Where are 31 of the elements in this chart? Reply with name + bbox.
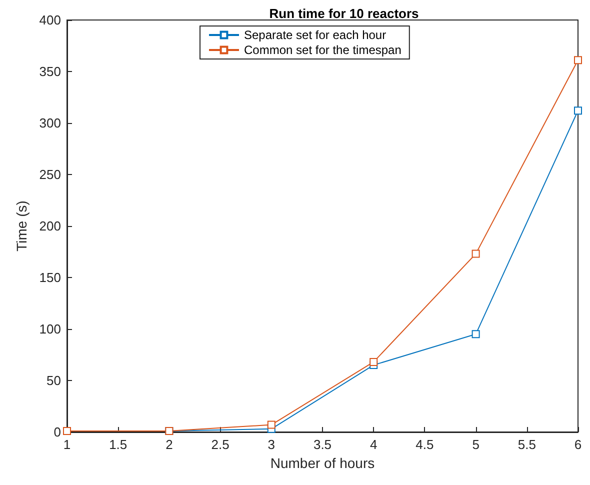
x-tick-label: 1.5 (109, 437, 128, 452)
x-tick-label: 3.5 (313, 437, 332, 452)
x-axis-title: Number of hours (270, 454, 375, 471)
y-tick-label: 100 (39, 322, 61, 336)
x-tick-label: 5.5 (518, 437, 536, 452)
point (370, 358, 378, 366)
y-tick-label: 350 (39, 64, 61, 79)
x-tick-label: 5 (472, 437, 480, 452)
point (472, 330, 480, 338)
x-tick-label: 2 (166, 437, 173, 452)
y-tick-label: 0 (54, 424, 61, 440)
y-tick-label: 200 (39, 218, 61, 234)
y-tick-label: 300 (39, 116, 61, 130)
x-tick-label: 3 (268, 437, 276, 452)
y-tick-label: 400 (39, 12, 61, 28)
x-tick-label: 2.5 (211, 437, 230, 452)
legend-label: Separate set for each hour (244, 28, 386, 42)
y-tick-label: 250 (39, 167, 61, 182)
chart-title: Run time for 10 reactors (269, 6, 419, 21)
point (472, 250, 480, 258)
y-axis-title: Time (s) (13, 200, 30, 252)
point (574, 106, 582, 115)
x-tick-label: 1 (63, 437, 71, 452)
point (574, 56, 582, 64)
y-tick-label: 150 (39, 270, 61, 285)
legend-label: Common set for the timespan (244, 43, 402, 57)
y-tick-label: 50 (46, 373, 61, 388)
x-tick-label: 6 (574, 437, 582, 452)
x-tick-label: 4.5 (416, 437, 434, 452)
point (267, 420, 276, 429)
x-tick-label: 4 (370, 437, 378, 452)
